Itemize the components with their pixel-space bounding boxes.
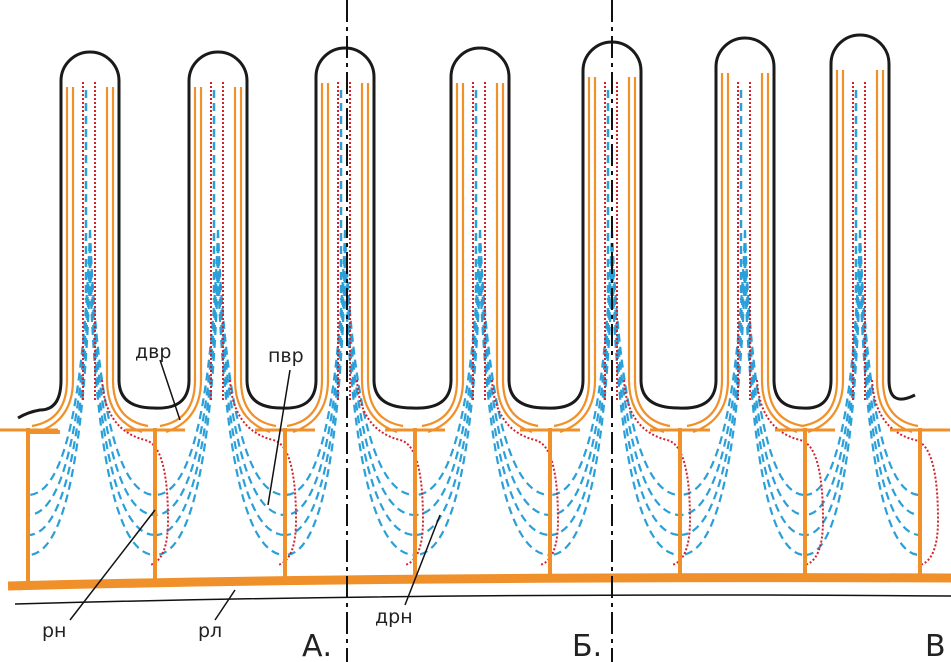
leader-line [267, 369, 291, 506]
capillary [88, 244, 156, 517]
villi-drawing [0, 33, 951, 605]
orange-vessel [633, 77, 671, 428]
orange-vessel [31, 87, 69, 428]
capillary [610, 244, 681, 517]
orange-trunk [7, 573, 951, 591]
leader-lines [69, 359, 441, 621]
label: рн [42, 620, 66, 642]
capillary [610, 274, 681, 557]
section-label: Б. [572, 629, 602, 662]
capillary [804, 274, 862, 557]
orange-vessel [686, 73, 724, 428]
capillary [743, 244, 806, 517]
capillary [414, 274, 482, 557]
capillary [216, 229, 286, 497]
capillary [414, 244, 482, 517]
label: пвр [268, 345, 304, 367]
capillary [549, 244, 614, 517]
capillary [743, 229, 806, 497]
red-vessel [604, 82, 692, 566]
base-line [14, 594, 951, 605]
capillary [343, 259, 416, 537]
capillary [478, 229, 551, 497]
capillary [858, 244, 921, 517]
capillary [414, 259, 482, 537]
orange-vessel [366, 83, 404, 428]
orange-vessel [501, 83, 539, 428]
capillary [27, 229, 92, 497]
orange-vessel [239, 87, 277, 428]
capillary [88, 259, 156, 537]
capillary [27, 274, 92, 557]
red-vessel [737, 82, 825, 566]
leader-line [159, 359, 181, 421]
capillary [478, 274, 551, 557]
capillary [679, 229, 747, 497]
capillary [154, 229, 220, 497]
capillary [858, 229, 921, 497]
leader-line [214, 589, 236, 621]
capillary [343, 229, 416, 497]
section-label: А. [302, 629, 332, 662]
capillary [549, 229, 614, 497]
red-vessel [337, 82, 425, 566]
capillary [343, 244, 416, 517]
capillary [27, 259, 92, 537]
orange-vessel [801, 70, 839, 428]
leader-line [69, 509, 156, 621]
capillary [27, 244, 92, 517]
capillary [216, 259, 286, 537]
capillary [743, 259, 806, 537]
orange-vessel [111, 87, 149, 428]
capillary [88, 274, 156, 557]
capillary [478, 259, 551, 537]
capillary [858, 259, 921, 537]
red-vessel [210, 82, 298, 566]
capillary [216, 244, 286, 517]
capillary [679, 259, 747, 537]
label: двр [135, 341, 171, 363]
red-vessel [82, 82, 170, 566]
red-vessel [472, 82, 560, 566]
leader-line [404, 514, 441, 606]
orange-vessel [766, 73, 804, 428]
label: дрн [375, 606, 413, 628]
capillary [343, 274, 416, 557]
label: рл [198, 620, 222, 642]
capillary [414, 229, 482, 497]
capillary [610, 229, 681, 497]
capillary [154, 274, 220, 557]
capillary [284, 274, 347, 557]
capillary [284, 259, 347, 537]
orange-vessel [286, 83, 324, 428]
capillary [549, 259, 614, 537]
section-label: В [925, 629, 946, 662]
capillary [679, 274, 747, 557]
orange-vessel [159, 87, 197, 428]
orange-vessel [421, 83, 459, 428]
capillary [88, 229, 156, 497]
red-vessel [852, 82, 940, 566]
orange-vessel [553, 77, 591, 428]
capillary [804, 244, 862, 517]
orange-vessel [881, 70, 919, 428]
capillary [858, 274, 921, 557]
capillary [284, 229, 347, 497]
capillary [478, 244, 551, 517]
capillary [804, 229, 862, 497]
capillary [216, 274, 286, 557]
capillary [610, 259, 681, 537]
capillary [549, 274, 614, 557]
capillary [743, 274, 806, 557]
capillary [284, 244, 347, 517]
capillary [804, 259, 862, 537]
villus-outline [17, 33, 916, 420]
orange-vessel [26, 430, 60, 580]
capillary [679, 244, 747, 517]
